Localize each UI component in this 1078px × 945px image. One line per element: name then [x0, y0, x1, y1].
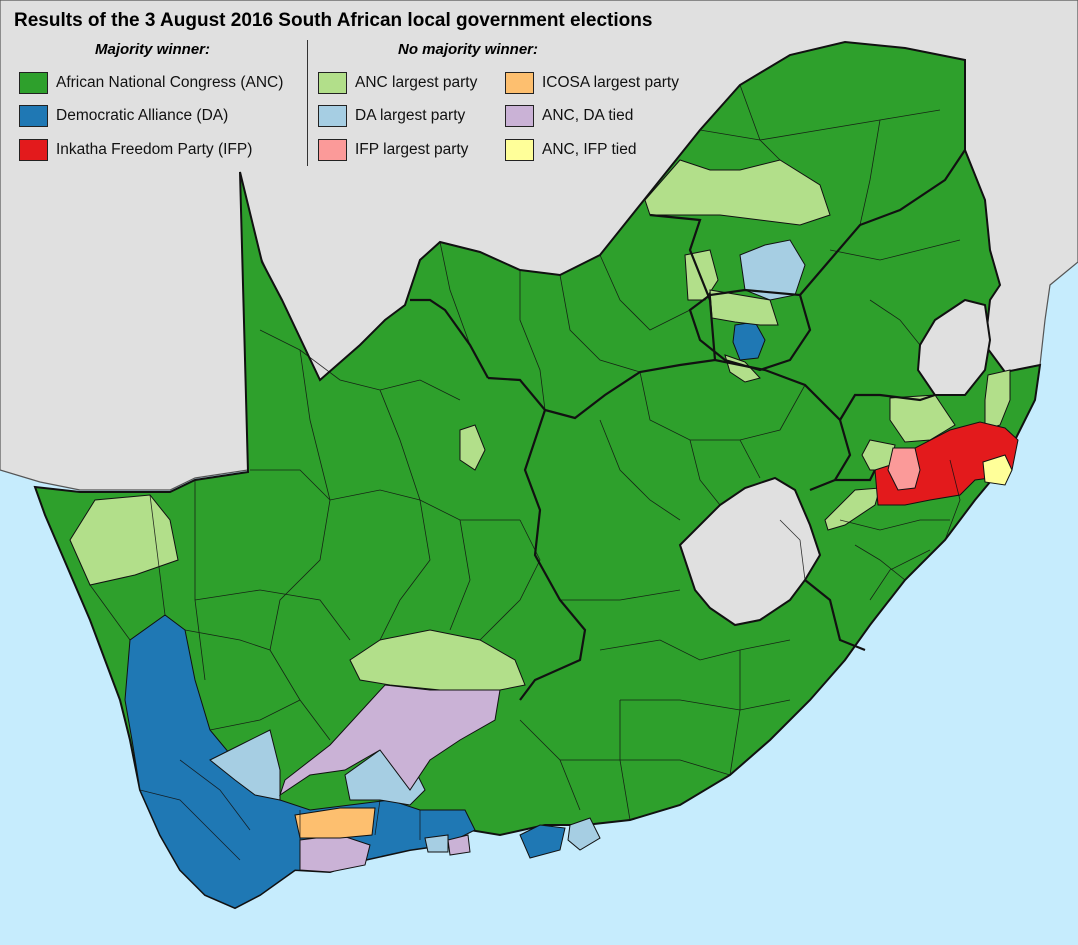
legend-swatch-anc-largest — [318, 72, 347, 94]
region-anc-largest-6 — [709, 289, 779, 326]
region-anc-largest-2 — [349, 629, 526, 691]
legend-item-anc-da-tied: ANC, DA tied — [505, 103, 633, 129]
municipal-boundaries — [89, 84, 961, 861]
region-anc-ifp-tied — [982, 454, 1013, 486]
legend-swatch-anc — [19, 72, 48, 94]
region-ifp-largest — [887, 447, 921, 491]
legend-label-anc: African National Congress (ANC) — [56, 74, 284, 91]
legend-label-da: Democratic Alliance (DA) — [56, 107, 229, 124]
legend-item-ifp: Inkatha Freedom Party (IFP) — [19, 137, 252, 163]
legend-swatch-ifp-largest — [318, 139, 347, 161]
region-anc-largest-1 — [69, 494, 179, 586]
legend-label-da-largest: DA largest party — [355, 107, 466, 124]
region-anc-largest-11 — [824, 487, 881, 531]
legend-item-da: Democratic Alliance (DA) — [19, 103, 228, 129]
region-anc-largest-3 — [459, 424, 486, 471]
legend-item-anc: African National Congress (ANC) — [19, 70, 283, 96]
map-title: Results of the 3 August 2016 South Afric… — [14, 10, 653, 31]
legend-swatch-da-largest — [318, 105, 347, 127]
no-majority-heading: No majority winner: — [398, 41, 539, 58]
legend-swatch-icosa-largest — [505, 72, 534, 94]
legend-item-icosa-largest: ICOSA largest party — [505, 70, 679, 96]
region-anc-da-tied-3 — [447, 834, 471, 856]
legend-swatch-anc-ifp-tied — [505, 139, 534, 161]
lesotho — [678, 476, 822, 627]
region-anc-largest-9 — [984, 369, 1011, 431]
eswatini — [916, 298, 992, 396]
legend-item-da-largest: DA largest party — [318, 103, 465, 129]
region-da-largest-4 — [567, 817, 601, 851]
legend-swatch-ifp — [19, 139, 48, 161]
legend-label-ifp-largest: IFP largest party — [355, 141, 469, 158]
legend-label-anc-largest: ANC largest party — [355, 74, 478, 91]
legend-swatch-da — [19, 105, 48, 127]
legend-divider — [307, 40, 308, 166]
legend-item-anc-ifp-tied: ANC, IFP tied — [505, 137, 636, 163]
legend-label-ifp: Inkatha Freedom Party (IFP) — [56, 141, 253, 158]
region-da-coastal — [519, 824, 566, 859]
legend-item-ifp-largest: IFP largest party — [318, 137, 468, 163]
region-da-largest-1 — [209, 729, 281, 801]
region-anc-largest-4 — [644, 159, 831, 226]
majority-heading: Majority winner: — [95, 41, 211, 58]
legend-swatch-anc-da-tied — [505, 105, 534, 127]
legend-label-icosa-largest: ICOSA largest party — [542, 74, 679, 91]
region-da-largest-3 — [739, 239, 806, 301]
legend-item-anc-largest: ANC largest party — [318, 70, 477, 96]
region-da-largest-5 — [424, 834, 449, 853]
legend-label-anc-ifp-tied: ANC, IFP tied — [542, 141, 637, 158]
legend-label-anc-da-tied: ANC, DA tied — [542, 107, 634, 124]
